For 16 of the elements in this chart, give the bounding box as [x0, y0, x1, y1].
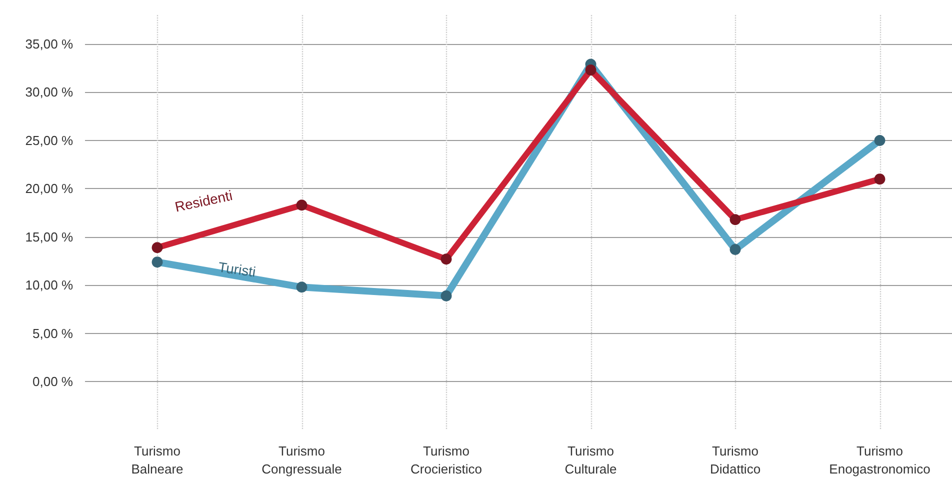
x-tick-label: Turismo Crocieristico	[410, 444, 482, 476]
x-tick-label: Turismo Culturale	[564, 444, 617, 476]
y-tick-label: 0,00 %	[32, 374, 74, 390]
y-tick-label: 5,00 %	[32, 326, 74, 341]
text: Turisti	[217, 258, 257, 280]
y-tick-label: 25,00 %	[25, 132, 74, 148]
y-tick-label: 15,00 %	[25, 229, 74, 244]
y-tick-label: 10,00 %	[25, 278, 74, 293]
y-tick-label: 20,00 %	[25, 181, 74, 196]
x-tick-label: Turismo Balneare	[131, 444, 184, 476]
y-tick-label: 35,00 %	[25, 36, 74, 52]
y-tick-label: 30,00 %	[25, 84, 74, 100]
x-tick-label: Turismo Enogastronomico	[829, 444, 930, 476]
x-tick-label: Turismo Congressuale	[262, 444, 342, 476]
x-tick-label: Turismo Didattico	[710, 444, 761, 476]
text: Residenti	[173, 187, 234, 215]
